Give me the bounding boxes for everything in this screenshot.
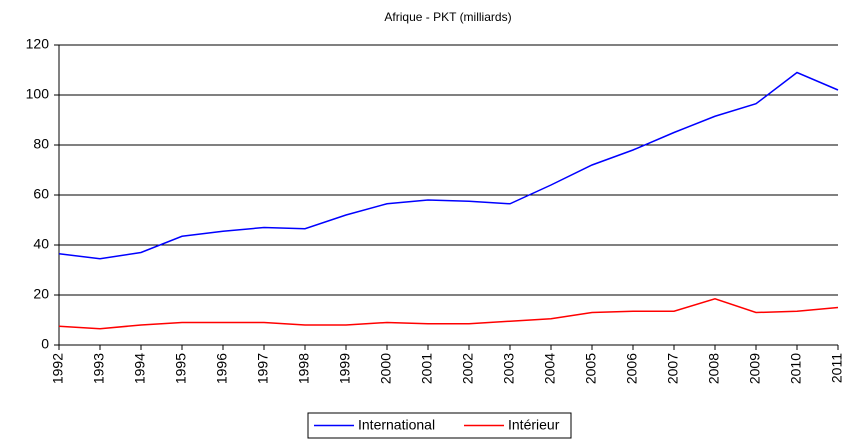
series-line xyxy=(58,71,839,260)
x-tick-label: 2011 xyxy=(829,353,845,383)
x-tick-label: 2002 xyxy=(460,353,476,384)
x-tick-label: 2005 xyxy=(583,353,599,384)
legend-label: International xyxy=(358,417,435,433)
x-tick-label: 1998 xyxy=(296,353,312,384)
x-tick-label: 2004 xyxy=(542,353,558,384)
x-tick-label: 1997 xyxy=(255,353,271,384)
x-tick-label: 1996 xyxy=(214,353,230,384)
x-tick-label: 2001 xyxy=(419,353,435,384)
chart-title: Afrique - PKT (milliards) xyxy=(384,10,511,24)
x-tick-label: 2003 xyxy=(501,353,517,384)
x-tick-label: 2009 xyxy=(747,353,763,384)
x-tick-label: 2007 xyxy=(665,353,681,384)
y-tick-label: 40 xyxy=(33,236,49,252)
x-tick-label: 1994 xyxy=(132,353,148,384)
y-tick-label: 0 xyxy=(41,336,49,352)
x-tick-label: 2010 xyxy=(788,353,804,384)
y-tick-label: 120 xyxy=(26,36,50,52)
legend-label: Intérieur xyxy=(508,417,560,433)
x-tick-label: 1992 xyxy=(50,353,66,384)
x-tick-label: 2006 xyxy=(624,353,640,384)
y-tick-label: 20 xyxy=(33,286,49,302)
y-tick-label: 60 xyxy=(33,186,49,202)
x-tick-label: 1999 xyxy=(337,353,353,384)
x-tick-label: 2008 xyxy=(706,353,722,384)
series-line xyxy=(58,297,839,330)
y-tick-label: 100 xyxy=(26,86,50,102)
x-tick-label: 1993 xyxy=(91,353,107,384)
x-tick-label: 1995 xyxy=(173,353,189,384)
y-tick-label: 80 xyxy=(33,136,49,152)
x-tick-label: 2000 xyxy=(378,353,394,384)
